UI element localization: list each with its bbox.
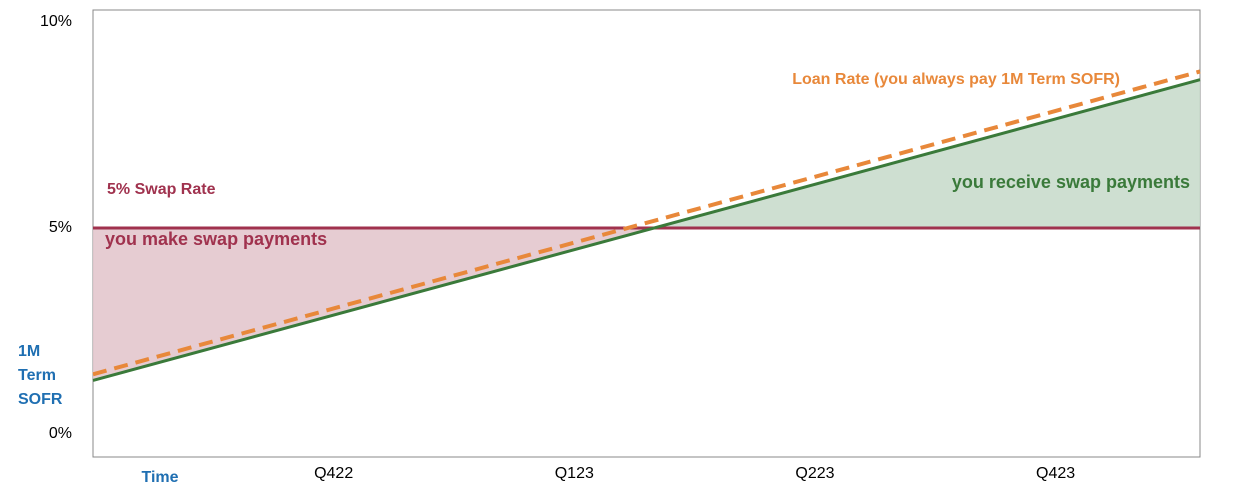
dashed-line [92, 69, 1201, 377]
x-tick-label: Q423 [1036, 465, 1075, 482]
x-axis-label: Time [141, 469, 178, 486]
x-tick-label: Q223 [795, 465, 834, 482]
y-axis-label: 1M Term SOFR [18, 343, 63, 408]
legend-label: Loan Rate (you always pay 1M Term SOFR) [792, 71, 1120, 88]
x-tick-label: Q123 [555, 465, 594, 482]
y-tick-label: 0% [49, 425, 72, 442]
y-tick-label: 5% [49, 219, 72, 236]
y-tick-label: 10% [40, 13, 72, 30]
legend-label: 5% Swap Rate [107, 181, 216, 198]
x-tick-label: Q422 [314, 465, 353, 482]
annotation: you make swap payments [105, 229, 327, 249]
annotation: you receive swap payments [952, 172, 1190, 192]
line [92, 78, 1201, 382]
